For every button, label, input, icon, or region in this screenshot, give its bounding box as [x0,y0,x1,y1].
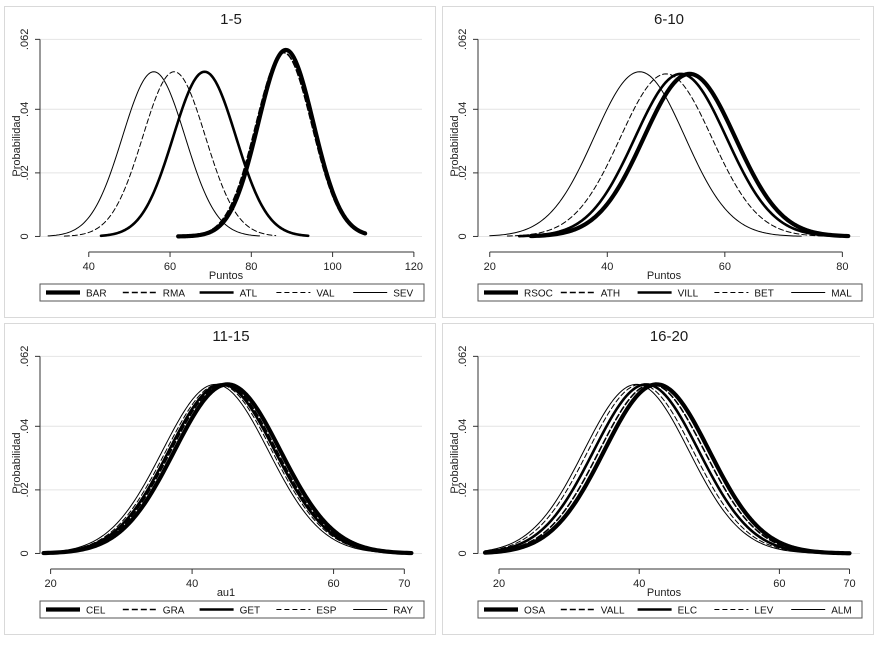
x-axis-label: Puntos [209,270,244,282]
y-tick-label: .02 [19,165,31,180]
legend-label: MAL [831,289,852,300]
chart-panel-3: 11-15 0 .02 .04 .062 Probabilidad 20 40 60 70 au1 C… [4,323,436,635]
chart-panel-1: 1-5 0 .02 .04 .062 Probabilidad 40 60 80 100 120 Pu… [4,6,436,318]
y-axis-label: Probabilidad [11,115,23,176]
x-axis-label: Puntos [647,587,682,599]
x-tick-label: 20 [493,578,505,590]
x-tick-label: 20 [44,578,56,590]
y-tick-label: .062 [457,29,469,50]
x-axis-label: Puntos [647,270,682,282]
y-axis-label: Probabilidad [11,432,23,493]
y-axis-label: Probabilidad [449,115,461,176]
legend-label: CEL [86,606,106,617]
y-tick-label: 0 [19,233,31,239]
series-line-bar [176,47,368,239]
legend-label: ELC [678,606,697,617]
legend-label: GET [240,606,261,617]
x-tick-label: 80 [245,261,257,273]
x-tick-label: 80 [836,261,848,273]
x-tick-label: 60 [719,261,731,273]
legend-label: ATL [240,289,258,300]
x-tick-label: 40 [601,261,613,273]
series-line-atl [99,70,310,238]
panel-frame [4,6,436,318]
x-tick-label: 40 [633,578,645,590]
series-line-val [63,71,277,237]
y-tick-label: .04 [19,102,31,117]
x-tick-label: 100 [323,261,341,273]
x-tick-label: 40 [83,261,95,273]
series-line-elc [483,383,851,555]
y-tick-label: 0 [457,550,469,556]
chart-title: 6-10 [654,11,684,28]
x-tick-label: 40 [186,578,198,590]
legend-label: ESP [316,606,336,617]
series-line-mal [489,71,802,237]
x-tick-label: 60 [164,261,176,273]
legend-label: ATH [601,289,620,300]
series-line-rsoc [528,71,851,239]
series-line-osa [482,382,852,556]
panel-frame [4,323,436,635]
legend-label: RMA [163,289,186,300]
x-tick-label: 70 [843,578,855,590]
series-line-ray [43,383,412,554]
panel-frame [442,323,874,635]
legend-label: SEV [393,289,413,300]
legend-label: VILL [678,289,699,300]
x-axis-label: au1 [217,587,235,599]
legend-label: BET [754,289,773,300]
legend-label: RSOC [524,289,553,300]
chart-title: 11-15 [212,328,249,345]
y-tick-label: 0 [457,233,469,239]
series-line-alm [484,383,850,554]
y-tick-label: .062 [19,29,31,50]
y-tick-label: .02 [457,165,469,180]
chart-title: 1-5 [220,11,242,28]
x-tick-label: 20 [484,261,496,273]
legend-label: VALL [601,606,625,617]
legend-label: VAL [316,289,335,300]
legend-label: RAY [393,606,413,617]
x-tick-label: 70 [398,578,410,590]
y-tick-label: .04 [19,419,31,434]
y-tick-label: 0 [19,550,31,556]
legend-label: BAR [86,289,107,300]
y-tick-label: .062 [19,346,31,367]
y-axis-label: Probabilidad [449,432,461,493]
x-tick-label: 120 [405,261,423,273]
chart-panel-4: 16-20 0 .02 .04 .062 Probabilidad 20 40 60 70 Punt… [442,323,874,635]
chart-title: 16-20 [650,328,688,345]
legend-label: GRA [163,606,185,617]
y-tick-label: .04 [457,102,469,117]
legend-label: ALM [831,606,852,617]
x-tick-label: 60 [327,578,339,590]
y-tick-label: .04 [457,419,469,434]
chart-panel-2: 6-10 0 .02 .04 .062 Probabilidad 20 40 60 80 Punto… [442,6,874,318]
series-line-cel [41,382,414,556]
y-tick-label: .02 [19,482,31,497]
legend-label: LEV [754,606,773,617]
y-tick-label: .062 [457,346,469,367]
y-tick-label: .02 [457,482,469,497]
legend-label: OSA [524,606,545,617]
series-line-bet [506,73,826,237]
x-tick-label: 60 [773,578,785,590]
panel-frame [442,6,874,318]
series-line-lev [484,383,850,554]
